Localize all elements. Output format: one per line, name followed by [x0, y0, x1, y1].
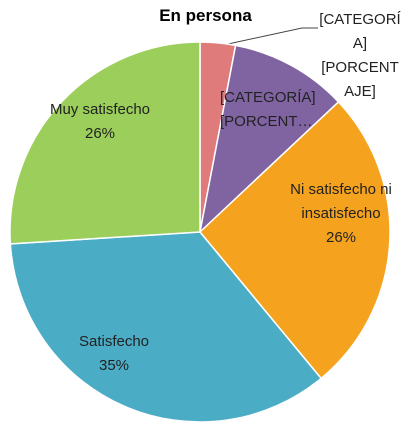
category-label: Satisfecho: [78, 333, 150, 350]
value-label: 35%: [98, 357, 130, 374]
data-label: [CATEGORÍA] [PORCENTAJE]: [318, 8, 402, 104]
data-label: Ni satisfecho ni insatisfecho 26%: [285, 178, 397, 250]
data-label: Satisfecho 35%: [54, 330, 174, 378]
value-label: 26%: [325, 229, 357, 246]
category-label: [CATEGORÍA]: [319, 11, 401, 52]
pie-slice: [9, 231, 323, 422]
data-label: Muy satisfecho 26%: [40, 98, 160, 146]
value-label: [PORCENT…: [220, 113, 313, 130]
category-label: Ni satisfecho ni insatisfecho: [290, 181, 392, 222]
category-label: [CATEGORÍA]: [220, 89, 316, 106]
leader-line: [227, 27, 318, 45]
pie-slice: [198, 44, 340, 235]
category-label: Muy satisfecho: [49, 101, 151, 118]
value-label: 26%: [84, 125, 116, 142]
value-label: [PORCENTAJE]: [321, 59, 399, 100]
chart-title: En persona: [159, 6, 252, 25]
pie-slice: [198, 100, 391, 380]
pie-slice: [9, 41, 201, 245]
data-label: [CATEGORÍA] [PORCENT…: [220, 86, 330, 134]
